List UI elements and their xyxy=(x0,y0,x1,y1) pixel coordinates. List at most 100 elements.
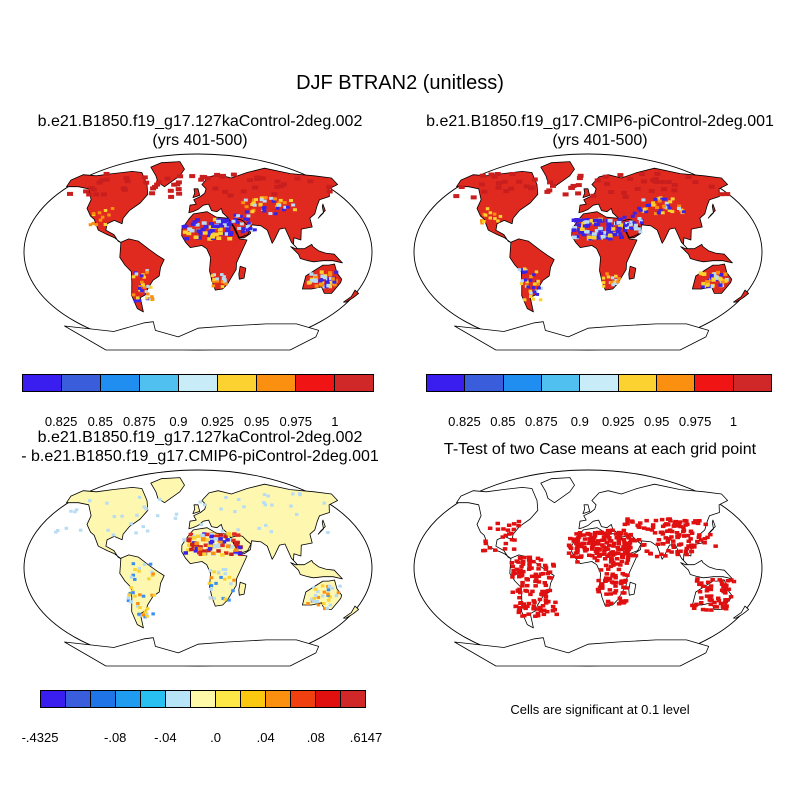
significant-cell xyxy=(519,573,525,577)
significant-cell xyxy=(708,587,714,592)
grid-cell xyxy=(312,597,316,600)
grid-cell xyxy=(211,551,216,556)
grid-cell xyxy=(519,268,524,272)
significant-cell xyxy=(676,523,682,528)
colorbar-swatch xyxy=(216,691,241,707)
significant-cell xyxy=(703,522,708,527)
grid-cell xyxy=(716,270,720,275)
significant-cell xyxy=(622,522,628,527)
grid-cell xyxy=(316,603,321,607)
grid-cell xyxy=(572,226,578,230)
grid-cell xyxy=(131,275,136,279)
colorbar-top-left: 0.825 0.85 0.875 0.9 0.925 0.95 0.975 1 xyxy=(22,374,374,429)
grid-cell xyxy=(708,184,715,189)
grid-cell xyxy=(136,296,140,300)
grid-cell xyxy=(601,231,606,235)
significant-cell xyxy=(526,612,531,616)
grid-cell xyxy=(189,174,196,179)
grid-cell xyxy=(638,208,643,212)
grid-cell xyxy=(207,581,212,585)
significant-cell xyxy=(618,563,623,567)
grid-cell xyxy=(521,270,526,274)
significant-cell xyxy=(716,598,722,603)
landmass-indonesia xyxy=(290,244,343,264)
significant-cell xyxy=(586,532,592,536)
grid-cell xyxy=(129,600,134,604)
grid-cell xyxy=(531,286,536,290)
grid-cell xyxy=(216,219,221,224)
significant-cell xyxy=(613,532,619,536)
landmass-newZealand xyxy=(343,289,360,303)
grid-cell xyxy=(229,582,233,586)
significant-cell xyxy=(592,533,598,538)
grid-cell xyxy=(617,173,624,178)
grid-cell xyxy=(137,569,141,573)
significant-cell xyxy=(660,530,665,534)
grid-cell xyxy=(232,532,237,536)
grid-cell xyxy=(503,189,510,194)
significant-cell xyxy=(531,559,536,564)
grid-cell xyxy=(641,198,646,202)
significant-cell xyxy=(594,550,600,555)
grid-cell xyxy=(574,234,580,239)
landmass-uk xyxy=(192,188,201,198)
grid-cell xyxy=(189,547,194,552)
grid-cell xyxy=(479,173,486,178)
grid-cell xyxy=(148,562,153,566)
significant-cell xyxy=(627,533,632,538)
significant-cell xyxy=(512,538,517,542)
significant-cell xyxy=(572,537,577,541)
grid-cell xyxy=(671,188,678,193)
significant-cell xyxy=(665,536,671,541)
significant-cell xyxy=(660,524,666,529)
grid-cell xyxy=(83,189,90,194)
significant-cell xyxy=(722,601,728,605)
grid-cell xyxy=(723,279,728,283)
grid-cell xyxy=(93,192,100,197)
grid-cell xyxy=(145,614,149,618)
grid-cell xyxy=(309,597,314,601)
grid-cell xyxy=(718,192,725,197)
grid-cell xyxy=(194,546,200,551)
significant-cell xyxy=(602,548,607,553)
landmass-japan xyxy=(317,519,326,535)
panel-title-bottom-right: T-Test of two Case means at each grid po… xyxy=(443,441,757,458)
grid-cell xyxy=(579,230,584,235)
grid-cell xyxy=(230,172,237,177)
grid-cell xyxy=(186,538,191,542)
significant-cell xyxy=(704,589,710,593)
significant-cell xyxy=(591,536,597,540)
grid-cell xyxy=(168,194,175,199)
grid-cell xyxy=(262,209,267,213)
grid-cell xyxy=(246,221,251,225)
grid-cell xyxy=(239,222,244,226)
significant-cell xyxy=(624,548,629,553)
significant-cell xyxy=(633,553,639,558)
grid-cell xyxy=(269,530,274,534)
grid-cell xyxy=(608,190,615,194)
grid-cell xyxy=(528,289,533,293)
grid-cell xyxy=(579,227,585,231)
grid-cell xyxy=(213,537,219,541)
significant-cell xyxy=(695,577,700,581)
grid-cell xyxy=(158,497,162,501)
significant-cell xyxy=(689,545,694,549)
grid-cell xyxy=(69,509,73,513)
colorbar-swatch xyxy=(335,375,373,391)
significant-cell xyxy=(587,553,592,557)
significant-cell xyxy=(602,531,607,535)
grid-cell xyxy=(229,545,234,549)
colorbar-swatch xyxy=(116,691,141,707)
grid-cell xyxy=(316,590,320,594)
grid-cell xyxy=(323,607,327,611)
grid-cell xyxy=(120,186,127,191)
significant-cell xyxy=(605,554,610,558)
grid-cell xyxy=(143,180,150,185)
significant-cell xyxy=(520,580,525,585)
grid-cell xyxy=(666,204,670,208)
grid-cell xyxy=(207,544,212,549)
grid-cell xyxy=(232,578,236,582)
significant-cell xyxy=(514,567,519,572)
grid-cell xyxy=(190,222,196,226)
colorbar-tick-label: 0.95 xyxy=(644,414,670,429)
